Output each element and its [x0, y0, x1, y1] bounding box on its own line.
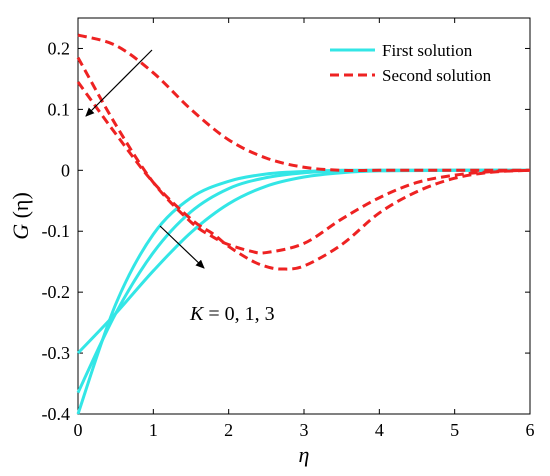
- y-tick-label: 0.1: [48, 99, 71, 119]
- axis-ticks: 0 1 2 3 4 5 6 -0.4 -0.3 -0.2 -0.1 0 0.1 0.2: [42, 18, 535, 440]
- legend-second-label: Second solution: [382, 66, 492, 85]
- legend-first-label: First solution: [382, 41, 473, 60]
- first-solution-line-0: [76, 168, 530, 415]
- x-axis-label: η: [299, 442, 310, 467]
- first-solution-line-1: [76, 168, 530, 394]
- y-tick-label: -0.1: [42, 221, 71, 241]
- y-axis-label: G (η): [8, 192, 33, 240]
- x-tick-label: 0: [74, 420, 83, 440]
- y-tick-label: -0.4: [42, 404, 71, 424]
- series-layer: [76, 33, 531, 415]
- second-solution-line-4: [76, 81, 531, 271]
- y-tick-label: 0.2: [48, 38, 71, 58]
- x-tick-label: 6: [526, 420, 535, 440]
- x-tick-label: 2: [224, 420, 233, 440]
- x-tick-label: 3: [300, 420, 309, 440]
- legend: First solution Second solution: [330, 41, 492, 85]
- annotation-arrows: [85, 49, 205, 269]
- x-tick-label: 1: [149, 420, 158, 440]
- k-annotation: K = 0, 1, 3: [189, 303, 275, 325]
- first-solution-arrow: [159, 225, 205, 269]
- x-tick-label: 5: [450, 420, 459, 440]
- x-tick-label: 4: [375, 420, 384, 440]
- second-solution-line-5: [77, 33, 530, 173]
- y-tick-label: 0: [61, 160, 70, 180]
- first-solution-line-2: [76, 168, 531, 355]
- second-solution-line-3: [76, 56, 531, 255]
- y-tick-label: -0.3: [42, 343, 71, 363]
- second-solution-arrow: [85, 49, 153, 117]
- y-tick-label: -0.2: [42, 282, 71, 302]
